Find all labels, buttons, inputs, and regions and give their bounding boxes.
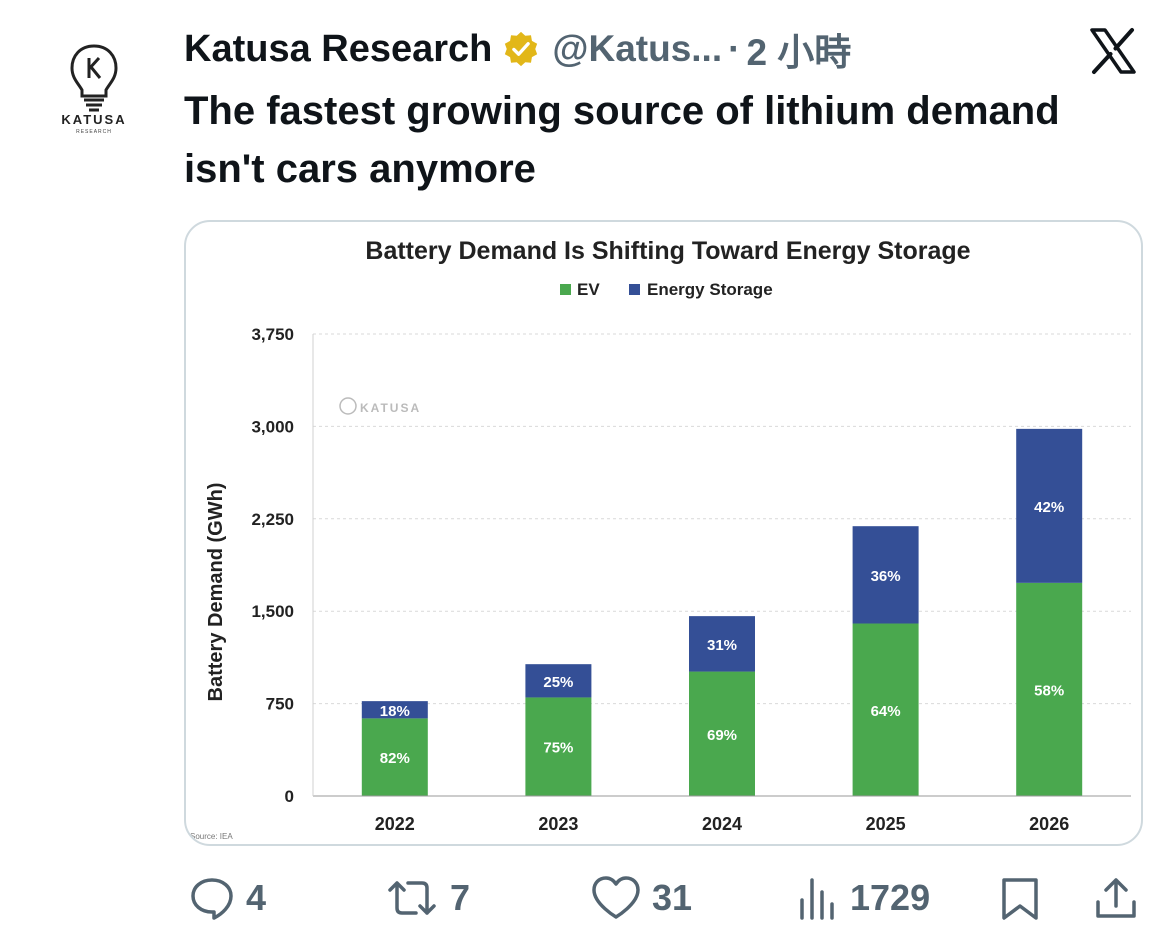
share-icon <box>1096 878 1136 918</box>
x-tick-label: 2025 <box>866 814 906 834</box>
author-name[interactable]: Katusa Research <box>184 27 493 70</box>
x-tick-label: 2022 <box>375 814 415 834</box>
battery-demand-chart: Battery Demand Is Shifting Toward Energy… <box>190 237 1131 841</box>
data-label-energy-storage: 42% <box>1034 499 1064 516</box>
repost-count: 7 <box>450 877 471 918</box>
x-logo-icon[interactable] <box>1088 26 1138 76</box>
data-label-ev: 69% <box>707 727 737 744</box>
legend-swatch-ev <box>560 284 571 295</box>
bar-energy-storage-2026 <box>1016 428 1083 583</box>
bar-energy-storage-2022 <box>361 701 428 719</box>
views-icon <box>800 878 834 920</box>
like-icon <box>592 876 640 919</box>
data-label-ev: 58% <box>1034 682 1064 699</box>
views-button[interactable]: 1729 <box>796 868 930 928</box>
chart-bars: 82% 18% 75% 25% 69% 31% 64% 36% 58% 42% <box>361 428 1083 796</box>
repost-icon <box>388 881 436 915</box>
data-label-ev: 82% <box>380 750 410 767</box>
tweet-header: Katusa Research @Katus... · 2 小時 <box>184 26 851 74</box>
data-label-energy-storage: 25% <box>543 674 573 691</box>
data-label-energy-storage: 18% <box>380 703 410 720</box>
y-tick-label: 0 <box>285 787 294 806</box>
bar-ev-2024 <box>689 671 755 796</box>
repost-button[interactable]: 7 <box>384 868 470 928</box>
bar-energy-storage-2023 <box>525 664 592 698</box>
data-label-energy-storage: 36% <box>871 568 901 585</box>
reply-icon <box>191 878 233 920</box>
bar-energy-storage-2025 <box>852 526 919 624</box>
bar-ev-2025 <box>852 623 919 796</box>
legend-swatch-energy-storage <box>629 284 640 295</box>
y-axis-ticks: 0 750 1,500 2,250 3,000 3,750 <box>251 325 294 806</box>
watermark-text: KATUSA <box>360 401 421 415</box>
like-button[interactable]: 31 <box>590 868 692 928</box>
lightbulb-logo-icon <box>70 44 118 112</box>
tweet-action-bar: 4 7 31 1729 <box>0 868 1170 928</box>
chart-image-card[interactable]: Battery Demand Is Shifting Toward Energy… <box>184 220 1143 846</box>
chart-legend: EV Energy Storage <box>560 280 773 299</box>
chart-watermark: KATUSA <box>339 397 421 415</box>
x-tick-label: 2023 <box>538 814 578 834</box>
avatar-brand-text: KATUSA <box>61 112 127 127</box>
reply-count: 4 <box>246 877 267 918</box>
y-tick-label: 3,000 <box>251 417 294 436</box>
verified-badge-icon <box>505 31 538 67</box>
views-count: 1729 <box>850 877 931 918</box>
author-avatar[interactable]: KATUSA RESEARCH <box>44 38 144 138</box>
legend-label-energy-storage: Energy Storage <box>647 280 773 299</box>
data-label-energy-storage: 31% <box>707 637 737 654</box>
x-tick-label: 2024 <box>702 814 742 834</box>
bookmark-button[interactable] <box>998 868 1042 928</box>
header-separator: · <box>728 28 741 69</box>
tweet-text: The fastest growing source of lithium de… <box>184 89 1060 191</box>
avatar-brand-subtext: RESEARCH <box>76 129 112 135</box>
y-tick-label: 750 <box>266 695 294 714</box>
x-tick-label: 2026 <box>1029 814 1069 834</box>
legend-label-ev: EV <box>577 280 600 299</box>
y-tick-label: 3,750 <box>251 325 294 344</box>
data-label-ev: 75% <box>543 740 573 757</box>
data-label-ev: 64% <box>871 703 901 720</box>
author-handle[interactable]: @Katus... <box>552 28 723 69</box>
like-count: 31 <box>652 877 693 918</box>
reply-button[interactable]: 4 <box>188 868 266 928</box>
tweet-timestamp[interactable]: 2 小時 <box>746 32 852 73</box>
x-axis-ticks: 2022 2023 2024 2025 2026 <box>375 814 1069 834</box>
bar-ev-2026 <box>1016 582 1083 796</box>
y-axis-label: Battery Demand (GWh) <box>205 483 227 702</box>
bar-ev-2022 <box>361 718 428 796</box>
chart-source: Source: IEA <box>190 832 233 841</box>
chart-title: Battery Demand Is Shifting Toward Energy… <box>365 237 970 265</box>
bar-ev-2023 <box>525 697 592 796</box>
y-tick-label: 2,250 <box>251 510 294 529</box>
bookmark-icon <box>1002 878 1038 920</box>
share-button[interactable] <box>1092 868 1140 928</box>
bar-energy-storage-2024 <box>689 616 755 672</box>
y-tick-label: 1,500 <box>251 602 294 621</box>
